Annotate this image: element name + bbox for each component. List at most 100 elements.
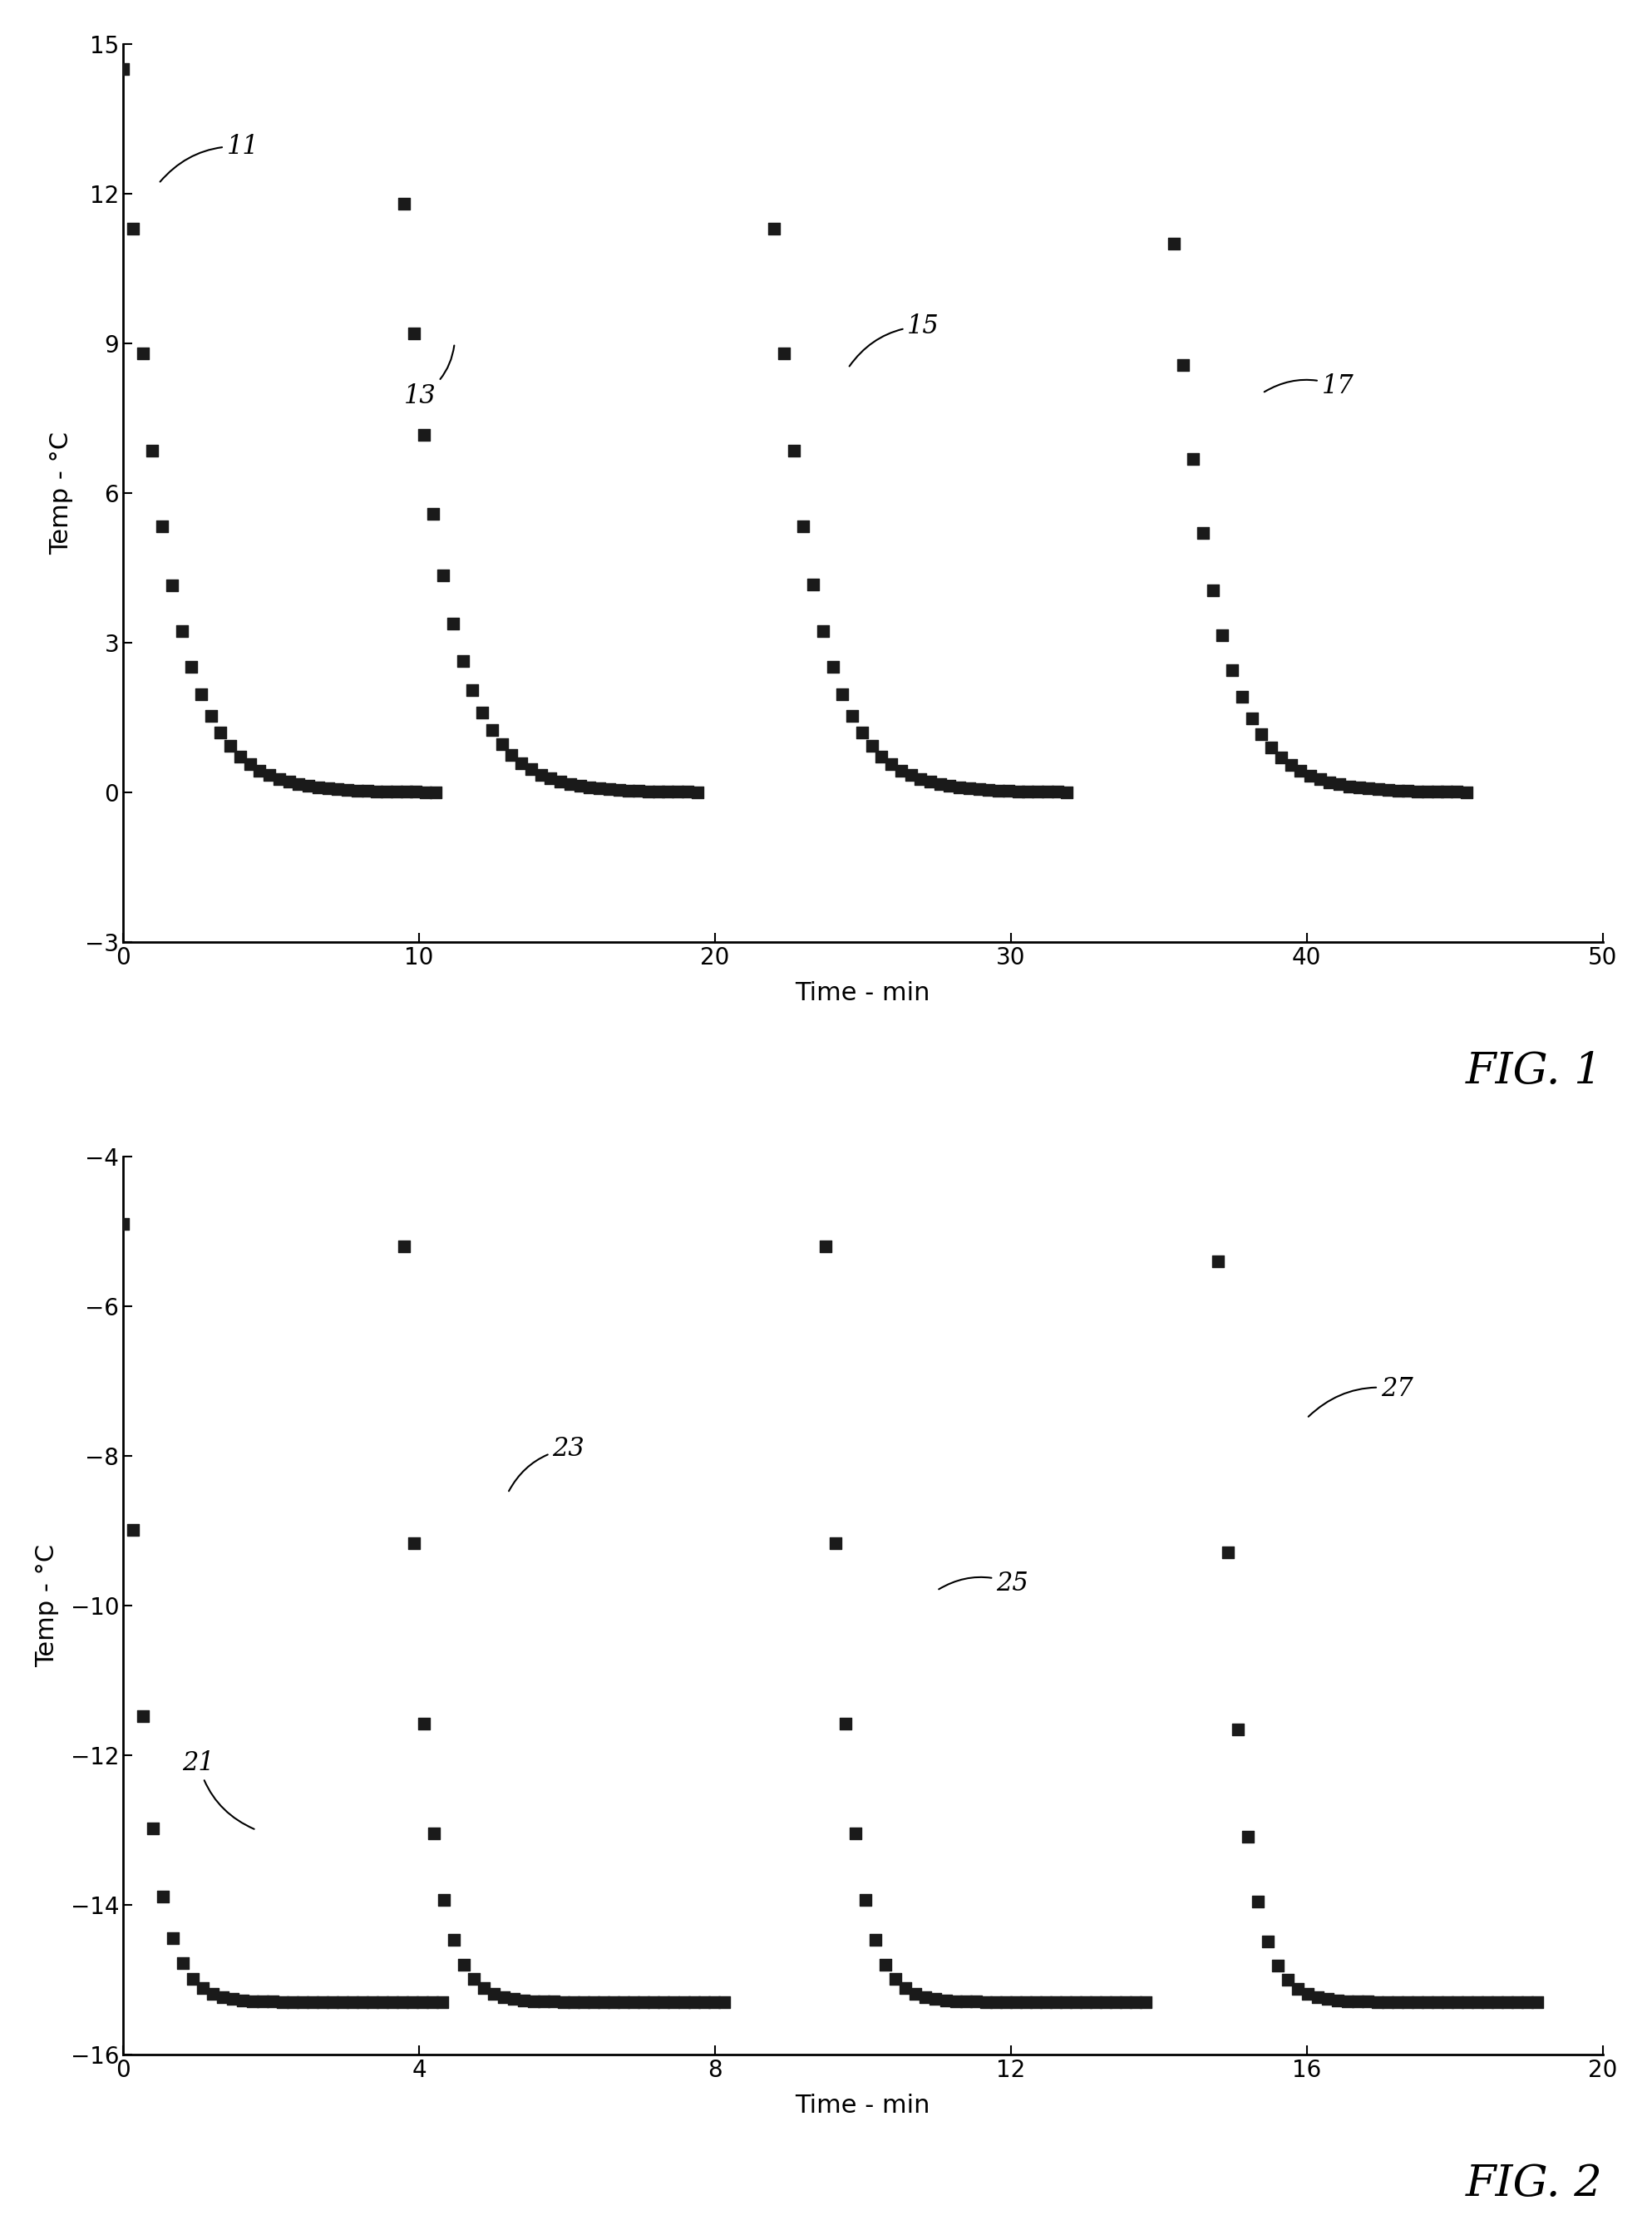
Point xyxy=(131,1698,157,1733)
Point xyxy=(1345,1985,1371,2020)
Point xyxy=(246,752,273,788)
Point xyxy=(1327,768,1353,803)
Point xyxy=(567,768,593,803)
Point xyxy=(852,1882,879,1918)
Text: 15: 15 xyxy=(849,314,940,367)
Point xyxy=(1505,1985,1531,2020)
Point xyxy=(1044,774,1070,810)
Point xyxy=(1474,1985,1500,2020)
Point xyxy=(363,774,390,810)
Point xyxy=(1454,774,1480,810)
Point xyxy=(1249,716,1275,752)
Point xyxy=(681,1985,707,2020)
Point xyxy=(1277,748,1303,783)
Point xyxy=(1204,1244,1231,1279)
Point xyxy=(1234,1820,1260,1856)
Point xyxy=(510,1982,537,2018)
Point xyxy=(1062,1985,1089,2020)
Point xyxy=(1287,754,1313,790)
Point xyxy=(1525,1985,1551,2020)
Point xyxy=(299,1985,325,2020)
Point xyxy=(240,1982,266,2018)
Point xyxy=(995,772,1021,808)
Point xyxy=(839,699,866,734)
Text: 27: 27 xyxy=(1308,1375,1412,1417)
Text: FIG. 1: FIG. 1 xyxy=(1465,1050,1602,1092)
Point xyxy=(1285,1971,1312,2007)
Point xyxy=(849,714,876,750)
Point xyxy=(1004,774,1031,810)
Point xyxy=(1307,761,1333,797)
Point xyxy=(266,761,292,797)
Point xyxy=(169,614,195,650)
Point xyxy=(1495,1985,1521,2020)
Point xyxy=(963,1985,990,2020)
Point xyxy=(1122,1985,1148,2020)
Point xyxy=(547,763,573,799)
Point xyxy=(1042,1985,1069,2020)
Point xyxy=(1346,770,1373,805)
Point xyxy=(1365,1985,1391,2020)
Point xyxy=(1404,774,1431,810)
Point xyxy=(1003,1985,1029,2020)
Point xyxy=(111,1206,137,1242)
Point xyxy=(986,772,1013,808)
Point xyxy=(230,1982,256,2018)
Point xyxy=(596,772,623,808)
Point xyxy=(316,770,342,805)
Point xyxy=(540,1985,567,2020)
Text: 11: 11 xyxy=(160,134,259,182)
Point xyxy=(917,763,943,799)
Point xyxy=(813,1228,839,1264)
Point xyxy=(654,774,681,810)
Point xyxy=(344,772,370,808)
Point xyxy=(501,1980,527,2016)
Point xyxy=(256,757,282,792)
Point xyxy=(1209,616,1236,652)
Point xyxy=(634,774,661,810)
Point xyxy=(210,1978,236,2014)
Point xyxy=(570,1985,596,2020)
Point xyxy=(927,765,953,801)
Point xyxy=(1454,1985,1480,2020)
Point xyxy=(1219,652,1246,688)
Point xyxy=(780,432,806,467)
Point xyxy=(1384,772,1411,808)
Point xyxy=(691,1985,717,2020)
Point xyxy=(489,725,515,761)
Y-axis label: Temp - °C: Temp - °C xyxy=(50,432,73,554)
Point xyxy=(380,1985,406,2020)
Point xyxy=(1297,759,1323,794)
Point xyxy=(976,772,1003,808)
Point xyxy=(937,768,963,803)
Point xyxy=(611,1985,638,2020)
Point xyxy=(1267,739,1294,774)
Point xyxy=(829,676,856,712)
Point xyxy=(833,1707,859,1742)
Point xyxy=(527,757,553,792)
Point xyxy=(582,1985,608,2020)
Point xyxy=(190,1969,216,2005)
Point xyxy=(439,605,466,641)
Point xyxy=(1082,1985,1108,2020)
Point xyxy=(1444,774,1470,810)
Point xyxy=(1315,1980,1341,2016)
Point xyxy=(410,1985,436,2020)
Point xyxy=(586,770,613,805)
Point xyxy=(259,1985,286,2020)
Point xyxy=(1356,770,1383,805)
Point xyxy=(1265,1947,1292,1982)
Point xyxy=(481,1976,507,2011)
Point xyxy=(823,1526,849,1562)
Point xyxy=(1052,1985,1079,2020)
Point xyxy=(887,752,914,788)
Point xyxy=(674,774,700,810)
Y-axis label: Temp - °C: Temp - °C xyxy=(35,1544,59,1667)
Point xyxy=(400,1985,426,2020)
Point xyxy=(631,1985,657,2020)
X-axis label: Time - min: Time - min xyxy=(795,2094,930,2118)
Point xyxy=(1295,1976,1322,2011)
Point xyxy=(993,1985,1019,2020)
Point xyxy=(1092,1985,1118,2020)
Point xyxy=(601,1985,628,2020)
